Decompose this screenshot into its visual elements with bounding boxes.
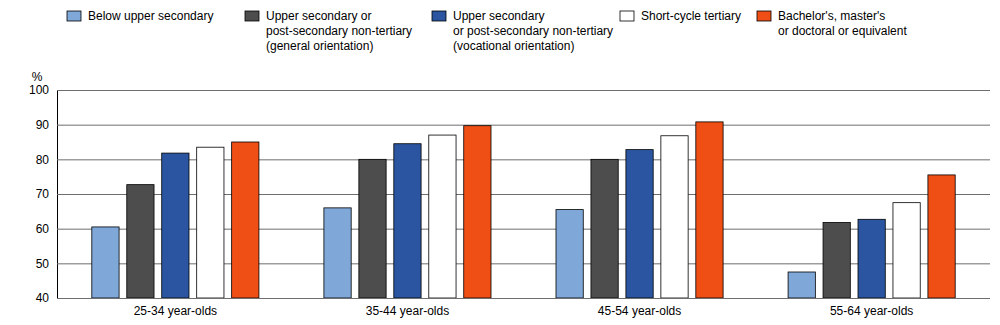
y-tick-label: 80 [36, 153, 50, 167]
legend-item: Upper secondary orpost-secondary non-ter… [245, 9, 412, 53]
bars [92, 122, 955, 298]
y-tick-label: 70 [36, 187, 50, 201]
bar [127, 185, 154, 298]
y-tick: 90 [36, 118, 990, 132]
x-axis: 25-34 year-olds 35-44 year-olds 45-54 year… [134, 304, 914, 318]
x-tick: 55-64 year-olds [830, 304, 913, 318]
legend-item: Upper secondaryor post-secondary non-ter… [432, 9, 613, 53]
x-tick: 35-44 year-olds [366, 304, 449, 318]
grid-line [57, 298, 990, 299]
series [197, 135, 921, 298]
legend-item: Below upper secondary [67, 9, 213, 23]
legend-swatch [757, 11, 771, 21]
x-tick-label: 45-54 year-olds [598, 304, 681, 318]
bar [788, 272, 815, 298]
chart: 40 50 60 70 80 90 100 25-34 year-olds 35-44 year… [0, 0, 1000, 325]
bar [162, 153, 189, 298]
y-axis-line [58, 91, 991, 299]
bar [394, 144, 421, 298]
legend-label: Short-cycle tertiary [641, 9, 741, 23]
y-tick-label: 50 [36, 257, 50, 271]
x-tick-label: 25-34 year-olds [134, 304, 217, 318]
y-label: % [32, 70, 43, 84]
bar [661, 136, 688, 298]
x-tick: 25-34 year-olds [134, 304, 217, 318]
bar [359, 159, 386, 298]
bar [591, 159, 618, 298]
legend-label: Below upper secondary [88, 9, 213, 23]
series [232, 122, 956, 298]
bar [626, 150, 653, 298]
bar [232, 142, 259, 298]
bar [556, 210, 583, 298]
legend-swatch [432, 11, 446, 21]
bar [464, 126, 491, 298]
y-tick-label: 60 [36, 222, 50, 236]
bar [696, 122, 723, 298]
legend-item: Short-cycle tertiary [620, 9, 741, 23]
legend-swatch [67, 11, 81, 21]
bar [928, 175, 955, 298]
x-tick-label: 55-64 year-olds [830, 304, 913, 318]
legend-label: Upper secondaryor post-secondary non-ter… [453, 9, 613, 53]
bar [92, 227, 119, 298]
y-axis: 40 50 60 70 80 90 100 [29, 83, 990, 305]
legend-label: Bachelor's, master'sor doctoral or equiv… [778, 9, 907, 38]
bar [858, 219, 885, 298]
y-tick-label: 90 [36, 118, 50, 132]
bar [429, 135, 456, 298]
bar [324, 208, 351, 298]
x-tick: 45-54 year-olds [598, 304, 681, 318]
bar [197, 147, 224, 298]
grid-line [57, 90, 990, 91]
bar [823, 222, 850, 298]
legend-label: Upper secondary orpost-secondary non-ter… [266, 9, 412, 53]
legend: Below upper secondary Upper secondary orp… [67, 9, 907, 53]
y-tick-label: 40 [36, 291, 50, 305]
legend-swatch [245, 11, 259, 21]
grid-line [57, 125, 990, 126]
y-tick-label: 100 [29, 83, 49, 97]
legend-item: Bachelor's, master'sor doctoral or equiv… [757, 9, 907, 38]
legend-swatch [620, 11, 634, 21]
series [162, 144, 886, 298]
bar [893, 203, 920, 298]
plot: 40 50 60 70 80 90 100 25-34 year-olds 35-44 year… [29, 83, 990, 317]
y-tick: 100 [29, 83, 990, 97]
x-tick-label: 35-44 year-olds [366, 304, 449, 318]
